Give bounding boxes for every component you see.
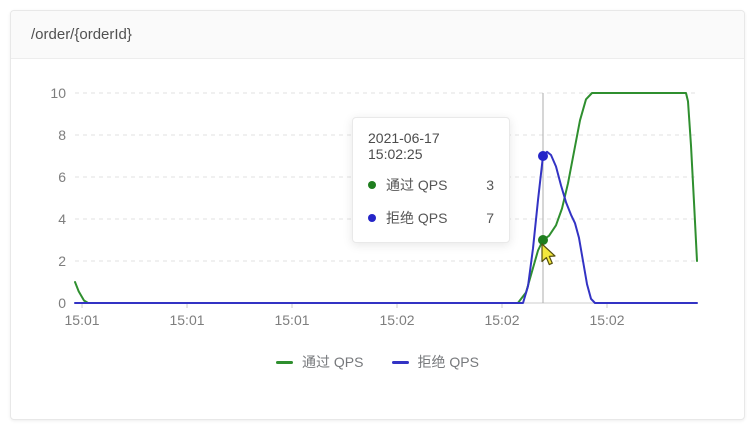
tooltip-row-reject: 拒绝 QPS 7 — [368, 208, 494, 228]
legend-pass-label: 通过 QPS — [302, 354, 364, 370]
y-axis-label: 10 — [50, 85, 66, 101]
pass-series-dot-icon — [368, 181, 376, 189]
chart-legend: 通过 QPS 拒绝 QPS — [11, 352, 744, 372]
mouse-cursor-icon — [541, 243, 556, 266]
card-header: /order/{orderId} — [11, 11, 744, 59]
tooltip-reject-label: 拒绝 QPS — [386, 210, 448, 226]
tooltip-reject-value: 7 — [486, 210, 494, 226]
x-axis-label: 15:02 — [484, 312, 519, 328]
tooltip-timestamp: 2021-06-17 15:02:25 — [368, 130, 440, 162]
tooltip-pass-label: 通过 QPS — [386, 177, 448, 193]
y-axis-label: 6 — [58, 169, 66, 185]
resource-metric-card: /order/{orderId} 0 2 4 6 8 10 15:01 15:01 15:01 1… — [10, 10, 745, 420]
y-axis-label: 2 — [58, 253, 66, 269]
x-axis-label: 15:02 — [379, 312, 414, 328]
x-axis-label: 15:02 — [589, 312, 624, 328]
tooltip-pass-value: 3 — [486, 177, 494, 193]
reject-legend-dash-icon — [391, 360, 409, 364]
y-axis-label: 8 — [58, 127, 66, 143]
tooltip-row-pass: 通过 QPS 3 — [368, 175, 494, 195]
series-line-reject — [74, 150, 698, 304]
y-axis-label: 0 — [58, 295, 66, 311]
x-axis-label: 15:01 — [169, 312, 204, 328]
y-axis-label: 4 — [58, 211, 66, 227]
legend-item-reject-qps[interactable]: 拒绝 QPS — [391, 352, 479, 372]
legend-reject-label: 拒绝 QPS — [417, 354, 479, 370]
hover-marker-pass — [537, 235, 548, 245]
resource-title: /order/{orderId} — [31, 26, 132, 43]
chart-tooltip: 2021-06-17 15:02:25 通过 QPS 3 拒绝 QPS 7 — [352, 117, 510, 243]
x-axis-label: 15:01 — [274, 312, 309, 328]
chart-panel: 0 2 4 6 8 10 15:01 15:01 15:01 15:02 15:02 15:02 20… — [11, 59, 744, 418]
reject-series-dot-icon — [368, 214, 376, 222]
pass-legend-dash-icon — [276, 360, 294, 364]
legend-item-pass-qps[interactable]: 通过 QPS — [276, 352, 364, 372]
hover-marker-reject — [537, 151, 548, 161]
qps-line-chart[interactable]: 0 2 4 6 8 10 15:01 15:01 15:01 15:02 15:02 15:02 — [11, 59, 744, 344]
x-axis-label: 15:01 — [65, 312, 100, 328]
